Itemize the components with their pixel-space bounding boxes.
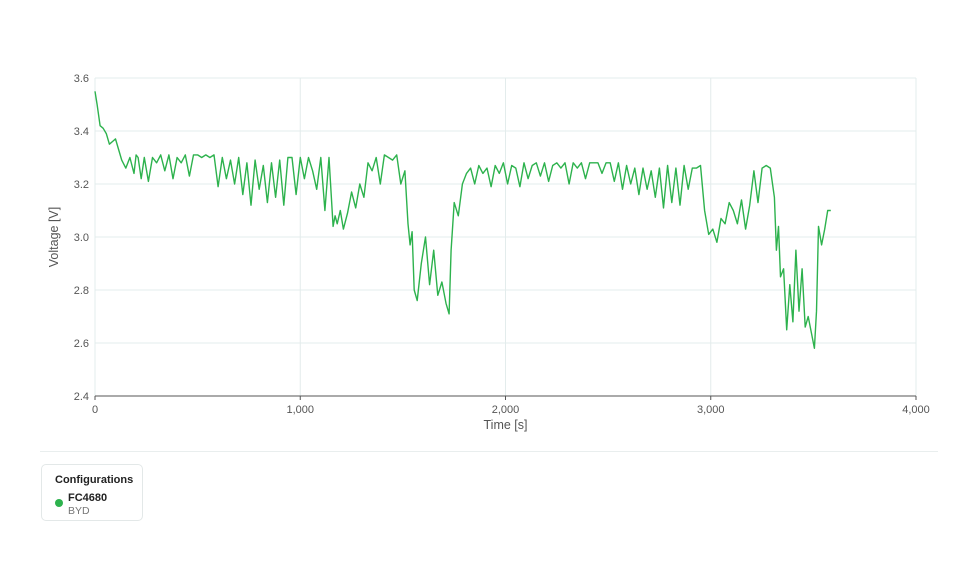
x-tick-label: 1,000 [286,404,314,416]
x-tick-label: 4,000 [902,404,930,416]
series-layer [94,91,831,349]
series-color-dot-icon [55,499,63,507]
legend-item-subtitle: BYD [68,505,90,517]
y-tick-label: 3.2 [74,179,89,191]
x-axis-title: Time [s] [484,418,528,432]
y-tick-label: 2.6 [74,338,89,350]
y-axis-ticks: 2.4 2.6 2.8 3.0 3.2 3.4 3.6 [74,73,89,403]
series-line-fc4680[interactable] [94,91,831,349]
y-axis-title: Voltage [V] [47,207,61,267]
x-tick-label: 3,000 [697,404,725,416]
y-tick-label: 2.4 [74,391,89,403]
section-divider [40,451,938,452]
x-tick-label: 0 [92,404,98,416]
y-tick-label: 3.4 [74,126,89,138]
y-tick-label: 3.6 [74,73,89,85]
voltage-chart: 0 1,000 2,000 3,000 4,000 2.4 2.6 2.8 3.0 3.2 3.4… [47,73,930,432]
legend-card: Configurations FC4680 BYD [41,464,143,521]
y-tick-label: 2.8 [74,285,89,297]
legend-item-name: FC4680 [68,492,108,504]
y-tick-label: 3.0 [74,232,89,244]
x-tick-label: 2,000 [492,404,520,416]
chart-grid [94,77,917,396]
legend-title: Configurations [55,474,134,486]
x-axis-ticks: 0 1,000 2,000 3,000 4,000 [92,396,930,416]
